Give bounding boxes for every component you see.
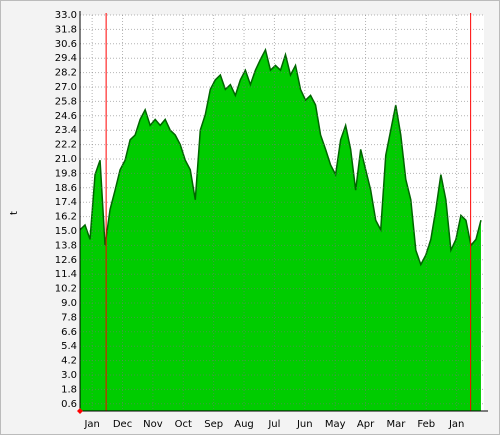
x-tick-label: Dec: [113, 419, 132, 430]
y-tick-label: 24.6: [55, 111, 77, 122]
y-tick-label: 7.8: [61, 312, 77, 323]
y-tick-label: 21.0: [55, 154, 77, 165]
y-tick-label: 17.4: [55, 197, 77, 208]
y-tick-label: 28.2: [55, 68, 77, 79]
y-tick-label: 16.2: [55, 212, 77, 223]
x-tick-label: Aug: [234, 419, 254, 430]
x-tick-label: Jan: [83, 419, 99, 430]
x-tick-label: Mar: [386, 419, 406, 430]
x-tick-label: Feb: [417, 419, 435, 430]
origin-marker: [77, 408, 83, 414]
x-tick-label: Jul: [267, 419, 280, 430]
y-tick-label: 31.8: [55, 24, 77, 35]
y-tick-label: 12.6: [55, 255, 77, 266]
y-tick-label: 11.4: [55, 269, 77, 280]
x-tick-label: Apr: [357, 419, 375, 430]
y-axis-label: t: [9, 211, 20, 215]
y-tick-label: 3.0: [61, 370, 77, 381]
y-tick-label: 30.6: [55, 39, 77, 50]
area-outline: [79, 47, 482, 267]
x-tick-label: Oct: [175, 419, 192, 430]
x-tick-label: Jun: [296, 419, 313, 430]
y-tick-label: 18.6: [55, 183, 77, 194]
y-tick-label: 33.0: [55, 10, 77, 21]
area: [80, 49, 481, 412]
y-tick-label: 10.2: [55, 284, 77, 295]
y-tick-label: 29.4: [55, 53, 77, 64]
y-tick-label: 1.8: [61, 384, 77, 395]
x-tick-label: Nov: [143, 419, 163, 430]
x-tick-label: May: [325, 419, 346, 430]
y-tick-label: 9.0: [61, 298, 77, 309]
y-tick-label: 13.8: [55, 240, 77, 251]
x-tick-label: Jan: [448, 419, 464, 430]
x-tick-label: Sep: [204, 419, 223, 430]
y-tick-label: 19.8: [55, 168, 77, 179]
y-tick-label: 23.4: [55, 125, 77, 136]
y-tick-label: 27.0: [55, 82, 77, 93]
y-tick-label: 5.4: [61, 341, 77, 352]
y-tick-label: 6.6: [61, 327, 77, 338]
y-tick-label: 4.2: [61, 356, 77, 367]
y-tick-label: 15.0: [55, 226, 77, 237]
y-tick-label: 25.8: [55, 96, 77, 107]
y-tick-label: 22.2: [55, 140, 77, 151]
y-tick-label: 0.6: [61, 399, 77, 410]
